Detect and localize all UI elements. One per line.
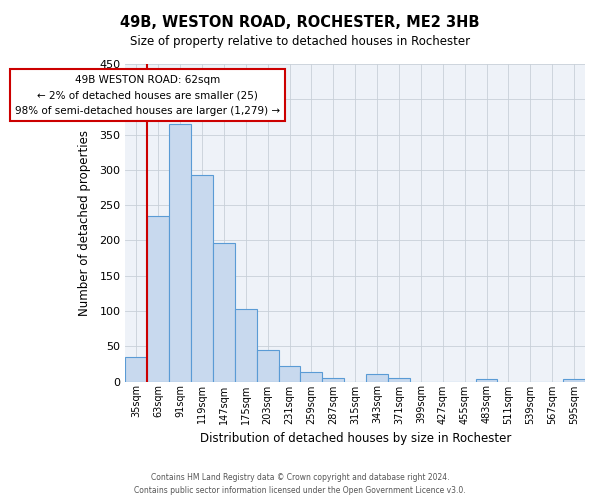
- Bar: [563, 380, 585, 382]
- Bar: [125, 357, 148, 382]
- Bar: [301, 372, 322, 382]
- Bar: [191, 176, 213, 382]
- Bar: [148, 216, 169, 382]
- Bar: [257, 350, 278, 382]
- Y-axis label: Number of detached properties: Number of detached properties: [78, 130, 91, 316]
- Bar: [366, 374, 388, 382]
- Bar: [213, 243, 235, 382]
- Bar: [322, 378, 344, 382]
- Text: 49B, WESTON ROAD, ROCHESTER, ME2 3HB: 49B, WESTON ROAD, ROCHESTER, ME2 3HB: [120, 15, 480, 30]
- X-axis label: Distribution of detached houses by size in Rochester: Distribution of detached houses by size …: [200, 432, 511, 445]
- Bar: [169, 124, 191, 382]
- Bar: [235, 309, 257, 382]
- Bar: [388, 378, 410, 382]
- Text: Size of property relative to detached houses in Rochester: Size of property relative to detached ho…: [130, 35, 470, 48]
- Text: 49B WESTON ROAD: 62sqm
← 2% of detached houses are smaller (25)
98% of semi-deta: 49B WESTON ROAD: 62sqm ← 2% of detached …: [15, 74, 280, 116]
- Text: Contains HM Land Registry data © Crown copyright and database right 2024.
Contai: Contains HM Land Registry data © Crown c…: [134, 474, 466, 495]
- Bar: [278, 366, 301, 382]
- Bar: [476, 380, 497, 382]
